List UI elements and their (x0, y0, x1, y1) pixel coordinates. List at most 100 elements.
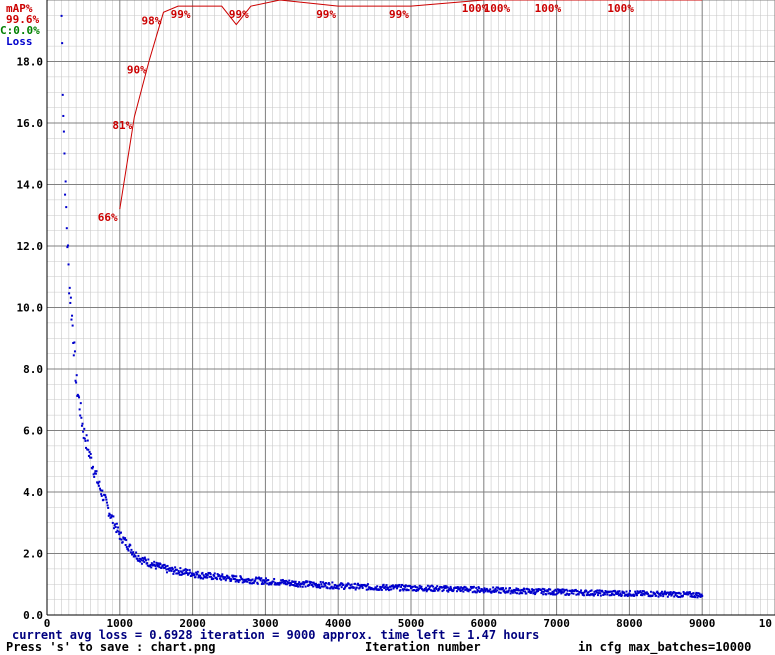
loss-point (639, 590, 642, 593)
loss-point (667, 591, 670, 594)
loss-point (438, 588, 441, 591)
loss-point (509, 592, 512, 595)
loss-point (170, 569, 173, 572)
loss-point (672, 591, 675, 594)
loss-point (428, 587, 431, 590)
loss-point (206, 576, 209, 579)
loss-point (536, 588, 539, 591)
loss-point (282, 580, 285, 583)
loss-point (611, 590, 614, 593)
loss-point (106, 504, 109, 507)
loss-point (583, 591, 586, 594)
loss-point (74, 379, 77, 382)
loss-point (557, 591, 560, 594)
loss-point (350, 586, 353, 589)
loss-point (552, 593, 555, 596)
loss-point (284, 583, 287, 586)
loss-point (232, 577, 235, 580)
loss-point (568, 593, 571, 596)
loss-point (596, 589, 599, 592)
loss-point (75, 381, 78, 384)
loss-point (497, 586, 500, 589)
loss-point (249, 582, 252, 585)
loss-point (337, 584, 340, 587)
loss-point (627, 594, 630, 597)
loss-point (194, 576, 197, 579)
loss-point (211, 577, 214, 580)
loss-point (130, 548, 133, 551)
loss-point (463, 585, 466, 588)
loss-point (235, 575, 238, 578)
loss-point (595, 590, 598, 593)
y-tick-label: 0.0 (23, 609, 43, 622)
map-data-label: 99% (389, 8, 409, 21)
loss-point (401, 588, 404, 591)
loss-point (188, 569, 191, 572)
loss-point (551, 590, 554, 593)
loss-point (694, 596, 697, 599)
loss-point (316, 584, 319, 587)
loss-point (345, 583, 348, 586)
loss-point (379, 587, 382, 590)
loss-point (119, 531, 122, 534)
loss-point (534, 591, 537, 594)
loss-point (142, 559, 145, 562)
loss-point (349, 584, 352, 587)
loss-point (86, 439, 89, 442)
loss-point (244, 580, 247, 583)
loss-point (269, 581, 272, 584)
loss-point (380, 586, 383, 589)
loss-point (641, 594, 644, 597)
loss-point (395, 585, 398, 588)
loss-point (218, 574, 221, 577)
loss-point (696, 596, 699, 599)
loss-point (292, 584, 295, 587)
loss-point (234, 578, 237, 581)
loss-point (128, 545, 131, 548)
loss-point (292, 580, 295, 583)
loss-point (389, 585, 392, 588)
loss-point (346, 583, 349, 586)
loss-point (273, 583, 276, 586)
loss-point (445, 585, 448, 588)
loss-point (67, 263, 70, 266)
loss-point (243, 578, 246, 581)
loss-point (532, 588, 535, 591)
loss-point (198, 575, 201, 578)
loss-point (472, 585, 475, 588)
loss-point (72, 342, 75, 345)
loss-point (500, 587, 503, 590)
loss-point (534, 593, 537, 596)
loss-point (695, 594, 698, 597)
loss-point (486, 588, 489, 591)
loss-point (81, 422, 84, 425)
loss-point (324, 582, 327, 585)
loss-point (460, 589, 463, 592)
loss-point (68, 286, 71, 289)
loss-point (83, 427, 86, 430)
loss-point (566, 592, 569, 595)
loss-point (248, 579, 251, 582)
loss-point (272, 580, 275, 583)
loss-point (513, 589, 516, 592)
loss-point (381, 585, 384, 588)
loss-point (252, 582, 255, 585)
loss-point (180, 573, 183, 576)
loss-point (209, 573, 212, 576)
x-tick-label: 4000 (325, 617, 352, 630)
loss-point (245, 578, 248, 581)
loss-point (564, 593, 567, 596)
loss-point (138, 559, 141, 562)
loss-point (213, 572, 216, 575)
loss-point (602, 593, 605, 596)
loss-point (446, 589, 449, 592)
loss-point (649, 595, 652, 598)
loss-point (432, 590, 435, 593)
loss-point (443, 587, 446, 590)
loss-point (122, 537, 125, 540)
loss-point (318, 585, 321, 588)
map-data-label: 81% (112, 119, 132, 132)
loss-point (263, 579, 266, 582)
loss-point (226, 575, 229, 578)
loss-point (134, 555, 137, 558)
